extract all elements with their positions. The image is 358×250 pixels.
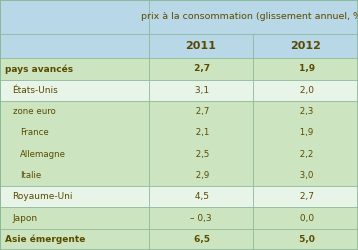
Bar — [0, 34, 149, 58]
Bar — [253, 101, 358, 186]
Text: 0,0: 0,0 — [297, 214, 314, 222]
Bar — [253, 208, 358, 229]
Bar — [0, 80, 149, 101]
Text: 2,1: 2,1 — [193, 128, 209, 137]
Text: Asie émergente: Asie émergente — [5, 234, 86, 244]
Text: 3,0: 3,0 — [297, 171, 314, 180]
Bar — [149, 80, 253, 101]
Bar — [253, 34, 358, 58]
Bar — [149, 101, 253, 186]
Text: prix à la consommation (glissement annuel, %): prix à la consommation (glissement annue… — [141, 12, 358, 22]
Bar — [0, 101, 149, 186]
Bar — [0, 186, 149, 208]
Bar — [0, 208, 149, 229]
Bar — [149, 229, 253, 250]
Text: pays avancés: pays avancés — [5, 64, 73, 74]
Bar — [0, 0, 149, 34]
Text: 2012: 2012 — [290, 41, 321, 51]
Text: 4,5: 4,5 — [192, 192, 209, 201]
Bar — [0, 229, 149, 250]
Bar — [253, 186, 358, 208]
Text: 2,7: 2,7 — [191, 64, 211, 74]
Text: 2,0: 2,0 — [297, 86, 314, 95]
Text: Royaume-Uni: Royaume-Uni — [13, 192, 73, 201]
Text: France: France — [20, 128, 48, 137]
Text: 1,9: 1,9 — [297, 128, 314, 137]
Text: 2,3: 2,3 — [297, 107, 314, 116]
Text: 2011: 2011 — [185, 41, 216, 51]
Text: Allemagne: Allemagne — [20, 150, 66, 159]
Text: – 0,3: – 0,3 — [190, 214, 212, 222]
Bar — [149, 0, 358, 34]
Text: 2,9: 2,9 — [193, 171, 209, 180]
Bar — [253, 229, 358, 250]
Text: États-Unis: États-Unis — [13, 86, 58, 95]
Text: 3,1: 3,1 — [192, 86, 209, 95]
Text: 6,5: 6,5 — [191, 235, 211, 244]
Bar — [0, 58, 149, 80]
Text: zone euro: zone euro — [13, 107, 55, 116]
Bar — [149, 34, 253, 58]
Bar — [149, 186, 253, 208]
Text: Italie: Italie — [20, 171, 41, 180]
Text: 2,7: 2,7 — [193, 107, 209, 116]
Text: 1,9: 1,9 — [296, 64, 315, 74]
Bar — [149, 208, 253, 229]
Text: 2,5: 2,5 — [193, 150, 209, 159]
Text: 2,2: 2,2 — [297, 150, 314, 159]
Text: 2,7: 2,7 — [297, 192, 314, 201]
Text: 5,0: 5,0 — [296, 235, 315, 244]
Bar — [253, 80, 358, 101]
Text: Japon: Japon — [13, 214, 38, 222]
Bar — [149, 58, 253, 80]
Bar — [253, 58, 358, 80]
